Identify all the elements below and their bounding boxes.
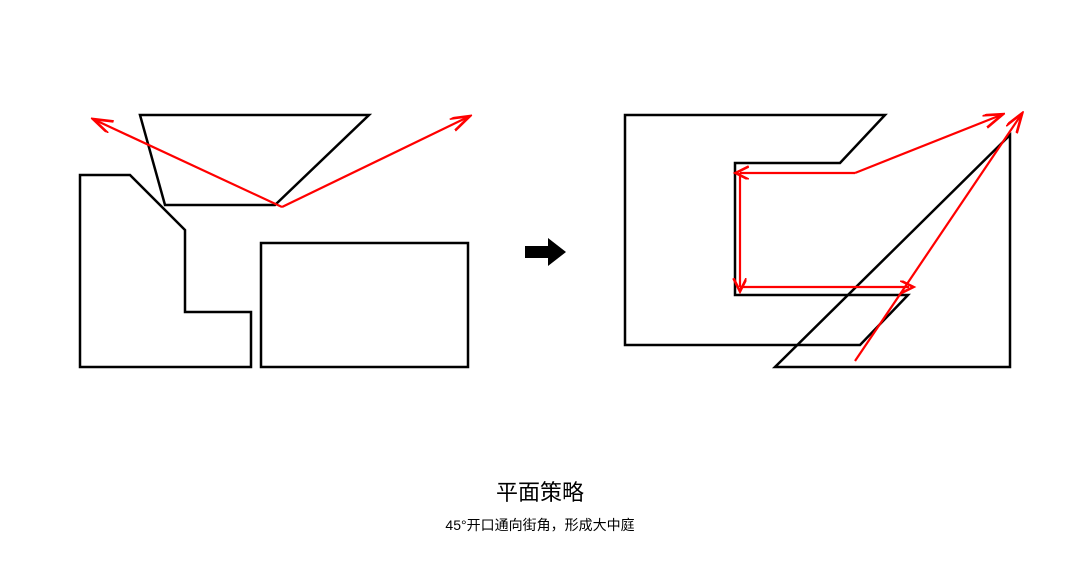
right-c-shape bbox=[625, 115, 908, 345]
diagram-container: 平面策略 45°开口通向街角，形成大中庭 bbox=[0, 0, 1080, 580]
transition-arrow bbox=[525, 238, 566, 266]
left-rectangle bbox=[261, 243, 468, 367]
left-top-trapezoid bbox=[140, 115, 369, 205]
right-triangle bbox=[775, 135, 1010, 367]
left-arrow-ur bbox=[282, 117, 468, 207]
left-arrow-ul bbox=[95, 120, 282, 207]
title-main: 平面策略 bbox=[0, 475, 1080, 507]
title-sub: 45°开口通向街角，形成大中庭 bbox=[0, 515, 1080, 535]
right-outer-diag bbox=[855, 115, 1021, 361]
